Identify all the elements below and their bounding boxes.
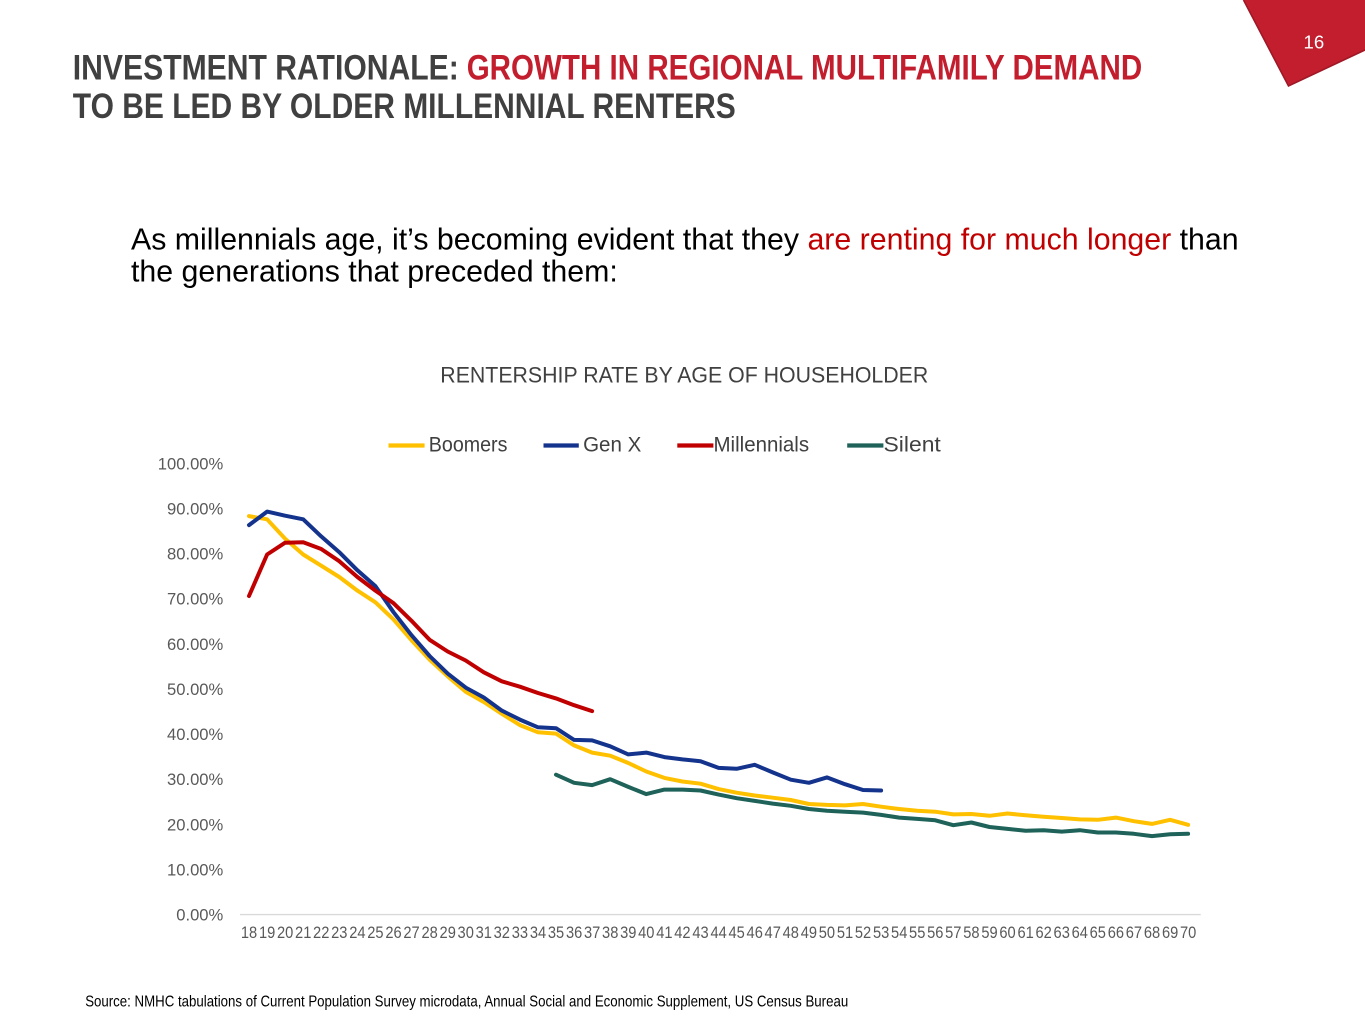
svg-text:50: 50 — [819, 924, 835, 942]
svg-text:40.00%: 40.00% — [167, 725, 224, 744]
svg-text:10.00%: 10.00% — [167, 861, 224, 880]
svg-text:49: 49 — [801, 924, 817, 942]
svg-text:53: 53 — [873, 924, 889, 942]
svg-text:21: 21 — [295, 924, 311, 942]
svg-text:37: 37 — [584, 924, 600, 942]
svg-text:30: 30 — [458, 924, 474, 942]
svg-text:27: 27 — [403, 924, 419, 942]
svg-text:36: 36 — [566, 924, 582, 942]
svg-text:80.00%: 80.00% — [167, 545, 224, 564]
svg-text:23: 23 — [331, 924, 347, 942]
svg-text:43: 43 — [692, 924, 708, 942]
svg-text:RENTERSHIP RATE BY AGE OF HOUS: RENTERSHIP RATE BY AGE OF HOUSEHOLDER — [440, 362, 928, 387]
svg-text:45: 45 — [728, 924, 744, 942]
svg-text:44: 44 — [710, 924, 726, 942]
svg-text:25: 25 — [367, 924, 383, 942]
svg-text:69: 69 — [1162, 924, 1178, 942]
svg-text:40: 40 — [638, 924, 654, 942]
svg-text:0.00%: 0.00% — [176, 906, 223, 925]
svg-text:35: 35 — [548, 924, 564, 942]
svg-text:51: 51 — [837, 924, 853, 942]
svg-text:31: 31 — [476, 924, 492, 942]
svg-text:34: 34 — [530, 924, 546, 942]
svg-text:90.00%: 90.00% — [167, 499, 224, 518]
svg-text:61: 61 — [1017, 924, 1033, 942]
svg-text:Gen X: Gen X — [583, 433, 641, 456]
svg-text:33: 33 — [512, 924, 528, 942]
svg-text:32: 32 — [494, 924, 510, 942]
svg-text:24: 24 — [349, 924, 365, 942]
svg-text:57: 57 — [945, 924, 961, 942]
svg-text:58: 58 — [963, 924, 979, 942]
svg-text:47: 47 — [765, 924, 781, 942]
svg-text:26: 26 — [385, 924, 401, 942]
svg-text:52: 52 — [855, 924, 871, 942]
svg-text:the generations that preceded: the generations that preceded them: — [131, 255, 618, 288]
svg-text:68: 68 — [1144, 924, 1160, 942]
svg-text:Silent: Silent — [884, 433, 942, 456]
svg-text:67: 67 — [1126, 924, 1142, 942]
svg-text:70: 70 — [1180, 924, 1196, 942]
svg-text:55: 55 — [909, 924, 925, 942]
svg-text:39: 39 — [620, 924, 636, 942]
svg-text:28: 28 — [421, 924, 437, 942]
svg-text:66: 66 — [1108, 924, 1124, 942]
svg-text:41: 41 — [656, 924, 672, 942]
svg-text:70.00%: 70.00% — [167, 590, 224, 609]
svg-text:TO BE LED BY OLDER MILLENNIAL: TO BE LED BY OLDER MILLENNIAL RENTERS — [73, 87, 736, 126]
svg-text:59: 59 — [981, 924, 997, 942]
svg-text:Millennials: Millennials — [714, 433, 810, 456]
svg-text:60.00%: 60.00% — [167, 635, 224, 654]
svg-text:16: 16 — [1304, 32, 1325, 53]
svg-text:As millennials age, it’s becom: As millennials age, it’s becoming eviden… — [131, 224, 1239, 257]
svg-text:50.00%: 50.00% — [167, 680, 224, 699]
svg-text:Source: NMHC tabulations of Cu: Source: NMHC tabulations of Current Popu… — [85, 994, 848, 1011]
svg-text:63: 63 — [1054, 924, 1070, 942]
svg-text:100.00%: 100.00% — [158, 454, 224, 473]
svg-text:22: 22 — [313, 924, 329, 942]
svg-text:18: 18 — [241, 924, 257, 942]
svg-text:GROWTH IN REGIONAL MULTIFAMILY: GROWTH IN REGIONAL MULTIFAMILY DEMAND — [467, 49, 1142, 88]
svg-text:29: 29 — [440, 924, 456, 942]
svg-text:62: 62 — [1035, 924, 1051, 942]
svg-text:60: 60 — [999, 924, 1015, 942]
svg-text:INVESTMENT RATIONALE:: INVESTMENT RATIONALE: — [73, 49, 459, 88]
svg-text:42: 42 — [674, 924, 690, 942]
svg-text:38: 38 — [602, 924, 618, 942]
svg-text:65: 65 — [1090, 924, 1106, 942]
svg-text:20.00%: 20.00% — [167, 815, 224, 834]
svg-text:56: 56 — [927, 924, 943, 942]
svg-text:64: 64 — [1072, 924, 1088, 942]
svg-text:19: 19 — [259, 924, 275, 942]
svg-text:Boomers: Boomers — [429, 433, 508, 456]
svg-text:30.00%: 30.00% — [167, 770, 224, 789]
svg-text:54: 54 — [891, 924, 907, 942]
svg-text:46: 46 — [747, 924, 763, 942]
svg-text:48: 48 — [783, 924, 799, 942]
svg-text:20: 20 — [277, 924, 293, 942]
